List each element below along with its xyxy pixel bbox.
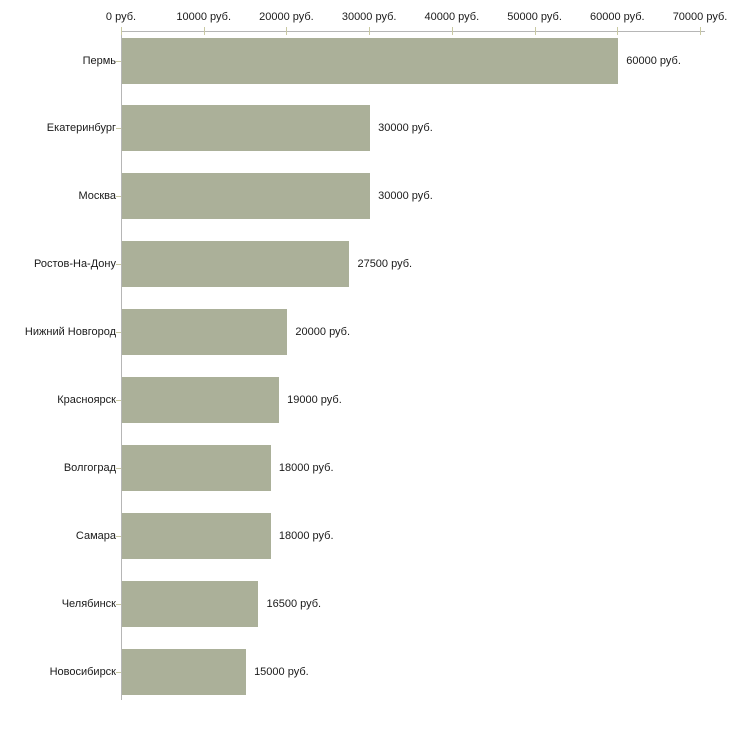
bar-value-label: 18000 руб.: [278, 461, 334, 474]
category-label: Челябинск: [61, 597, 116, 610]
x-axis-line: [121, 31, 705, 32]
category-label: Москва: [78, 190, 116, 203]
bar: [122, 648, 247, 695]
category-tick-mark: [116, 264, 121, 266]
category-label: Нижний Новгород: [24, 326, 116, 339]
category-label: Волгоград: [63, 461, 116, 474]
x-axis-tick-mark: [534, 27, 536, 35]
category-tick-mark: [116, 332, 121, 334]
x-axis-tick-label: 70000 руб.: [672, 11, 728, 23]
bar: [122, 377, 280, 423]
y-axis-line: [121, 31, 122, 700]
x-axis-tick-label: 0 руб.: [105, 11, 137, 23]
category-tick-mark: [116, 60, 121, 62]
category-label: Самара: [75, 529, 116, 542]
bar: [122, 173, 371, 220]
bar-value-label: 16500 руб.: [266, 597, 322, 610]
bar: [122, 444, 271, 491]
category-tick-mark: [116, 196, 121, 198]
category-label: Ростов-На-Дону: [33, 258, 116, 271]
bar-value-label: 15000 руб.: [254, 665, 309, 678]
category-tick-mark: [116, 603, 121, 605]
bar: [122, 309, 288, 356]
bar: [122, 580, 259, 627]
x-axis-tick-mark: [203, 27, 205, 35]
bar-value-label: 30000 руб.: [378, 122, 433, 135]
x-axis-tick-label: 50000 руб.: [507, 11, 562, 23]
category-tick-mark: [116, 467, 121, 469]
category-label: Новосибирск: [49, 665, 116, 678]
bar: [122, 241, 350, 288]
category-tick-mark: [116, 535, 121, 537]
x-axis-tick-label: 60000 руб.: [589, 11, 645, 23]
bar: [122, 37, 619, 84]
bar-value-label: 18000 руб.: [278, 529, 334, 542]
bar-value-label: 30000 руб.: [378, 190, 433, 203]
bar-value-label: 60000 руб.: [626, 54, 681, 67]
category-label: Пермь: [82, 54, 116, 67]
x-axis-tick-mark: [617, 27, 619, 35]
x-axis-tick-label: 30000 руб.: [341, 11, 397, 23]
x-axis-tick-label: 10000 руб.: [176, 11, 232, 23]
category-tick-mark: [116, 400, 121, 401]
category-label: Красноярск: [57, 394, 116, 406]
category-tick-mark: [116, 671, 121, 673]
x-axis-tick-mark: [369, 27, 371, 35]
x-axis-tick-mark: [286, 27, 288, 35]
x-axis-tick-mark: [121, 27, 122, 35]
category-tick-mark: [116, 128, 121, 130]
x-axis-tick-mark: [700, 27, 701, 35]
bar-value-label: 19000 руб.: [287, 394, 342, 406]
x-axis-tick-label: 20000 руб.: [259, 11, 314, 23]
category-label: Екатеринбург: [46, 122, 116, 135]
x-axis-tick-mark: [451, 27, 453, 35]
bar-value-label: 27500 руб.: [357, 258, 413, 271]
bar: [122, 105, 371, 152]
bar: [122, 512, 271, 559]
x-axis-tick-label: 40000 руб.: [424, 11, 480, 23]
bar-value-label: 20000 руб.: [295, 326, 351, 339]
